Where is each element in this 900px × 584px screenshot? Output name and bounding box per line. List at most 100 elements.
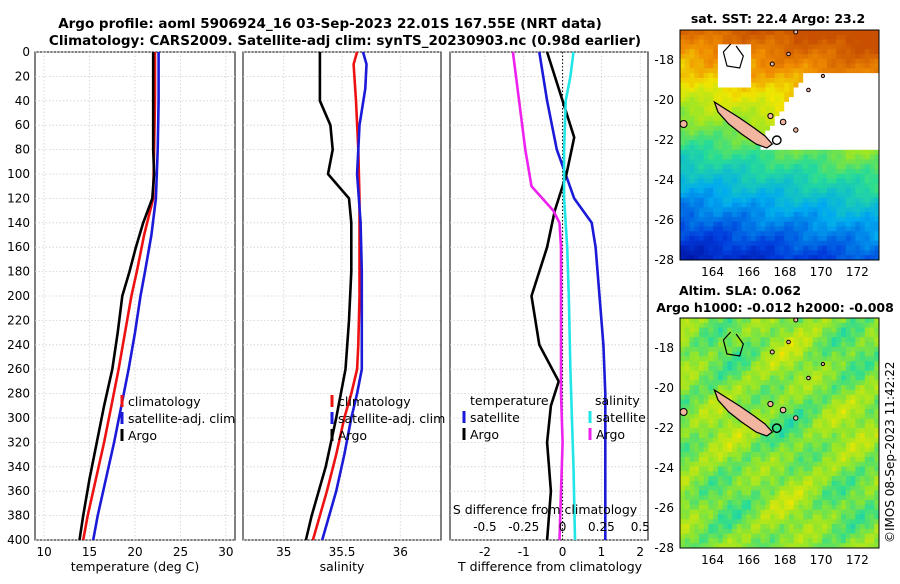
heatmap-cell	[869, 207, 875, 213]
difference-lines	[511, 51, 607, 541]
heatmap-cell	[713, 140, 719, 146]
heatmap-cell	[779, 533, 785, 540]
heatmap-cell	[869, 500, 875, 506]
heatmap-cell	[684, 370, 691, 377]
heatmap-cell	[817, 130, 823, 137]
heatmap-cell	[694, 543, 700, 548]
heatmap-cell	[864, 480, 871, 487]
heatmap-cell	[803, 216, 809, 223]
heatmap-cell	[812, 476, 819, 482]
heatmap-cell	[717, 140, 724, 146]
heatmap-cell	[784, 39, 790, 45]
heatmap-cell	[803, 447, 809, 453]
heatmap-cell	[807, 423, 814, 429]
heatmap-cell	[698, 509, 705, 516]
heatmap-cell	[689, 130, 695, 137]
heatmap-cell	[770, 236, 776, 242]
heatmap-cell	[684, 418, 691, 425]
heatmap-cell	[845, 92, 852, 98]
heatmap-cell	[689, 528, 695, 535]
heatmap-cell	[874, 447, 879, 453]
heatmap-cell	[803, 178, 809, 184]
heatmap-cell	[694, 322, 700, 329]
heatmap-cell	[689, 145, 695, 151]
heatmap-cell	[845, 30, 852, 36]
heatmap-cell	[836, 341, 842, 348]
heatmap-cell	[694, 58, 700, 65]
heatmap-cell	[689, 385, 695, 391]
heatmap-cell	[694, 389, 700, 396]
heatmap-cell	[807, 365, 814, 372]
heatmap-cell	[732, 226, 738, 232]
heatmap-cell	[713, 111, 719, 117]
heatmap-cell	[826, 356, 833, 362]
heatmap-cell	[831, 365, 837, 372]
heatmap-cell	[836, 202, 842, 208]
heatmap-cell	[680, 173, 686, 180]
heatmap-cell	[831, 168, 837, 175]
heatmap-cell	[741, 528, 747, 535]
heatmap-cell	[755, 236, 762, 242]
heatmap-cell	[680, 192, 686, 199]
heatmap-cell	[713, 327, 719, 333]
heatmap-cell	[694, 116, 700, 122]
heatmap-cell	[774, 49, 781, 55]
heatmap-cell	[770, 250, 776, 256]
heatmap-cell	[703, 332, 710, 338]
heatmap-cell	[732, 73, 738, 79]
heatmap-cell	[864, 428, 871, 434]
heatmap-cell	[694, 385, 700, 391]
heatmap-cell	[736, 250, 743, 256]
heatmap-cell	[713, 34, 719, 41]
heatmap-cell	[836, 188, 842, 194]
heatmap-cell	[841, 240, 847, 247]
heatmap-cell	[765, 173, 771, 180]
heatmap-cell	[860, 216, 866, 223]
heatmap-cell	[841, 351, 847, 357]
heatmap-cell	[741, 519, 747, 525]
heatmap-cell	[774, 442, 781, 448]
heatmap-cell	[708, 327, 714, 333]
heatmap-cell	[736, 53, 743, 60]
heatmap-cell	[845, 168, 852, 175]
heatmap-cell	[736, 528, 743, 535]
heatmap-cell	[746, 192, 752, 199]
heatmap-cell	[755, 202, 762, 208]
heatmap-cell	[831, 240, 837, 247]
heatmap-cell	[860, 192, 866, 199]
heatmap-cell	[845, 404, 852, 410]
heatmap-cell	[869, 337, 875, 343]
heatmap-cell	[826, 318, 833, 324]
heatmap-cell	[760, 149, 766, 156]
heatmap-cell	[746, 236, 752, 242]
heatmap-cell	[869, 437, 875, 444]
heatmap-cell	[831, 318, 837, 324]
heatmap-cell	[689, 125, 695, 132]
heatmap-cell	[717, 341, 724, 348]
heatmap-cell	[727, 528, 733, 535]
heatmap-cell	[784, 192, 790, 199]
heatmap-cell	[765, 519, 771, 525]
heatmap-cell	[836, 394, 842, 401]
heatmap-cell	[746, 49, 752, 55]
heatmap-cell	[831, 221, 837, 228]
heatmap-cell	[755, 73, 762, 79]
heatmap-cell	[698, 361, 705, 367]
heatmap-cell	[755, 485, 762, 492]
heatmap-cell	[746, 255, 752, 260]
heatmap-cell	[717, 130, 724, 137]
heatmap-cell	[874, 106, 879, 113]
heatmap-cell	[698, 30, 705, 36]
heatmap-cell	[708, 231, 714, 237]
heatmap-cell	[722, 504, 728, 511]
heatmap-cell	[779, 341, 785, 348]
lon-tick-label: 172	[846, 265, 869, 279]
y-tick-label: 380	[7, 509, 30, 523]
heatmap-cell	[841, 212, 847, 218]
heatmap-cell	[855, 135, 861, 141]
heatmap-cell	[845, 135, 852, 141]
heatmap-cell	[684, 73, 691, 79]
x-tick-label: 2	[636, 545, 644, 559]
heatmap-cell	[727, 207, 733, 213]
depth-tick-labels: 0204060801001201401601802002202402602803…	[7, 45, 30, 547]
